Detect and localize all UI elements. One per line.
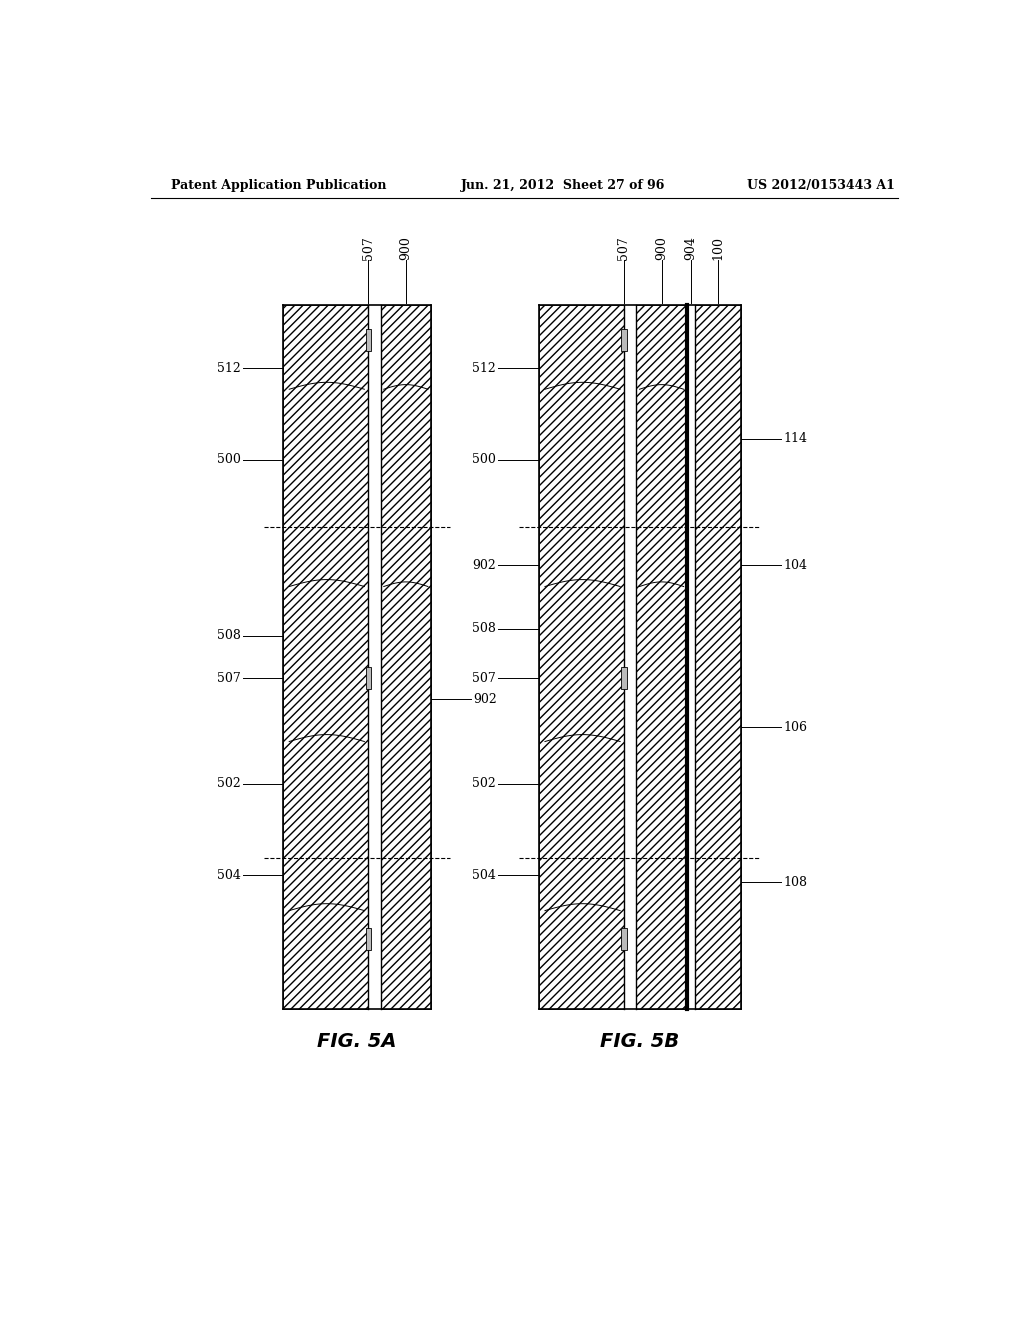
- Text: 902: 902: [474, 693, 498, 706]
- Bar: [622, 329, 627, 351]
- Text: 507: 507: [361, 236, 375, 260]
- Text: 500: 500: [472, 453, 496, 466]
- Text: 508: 508: [216, 630, 241, 643]
- Text: 504: 504: [472, 869, 496, 882]
- Bar: [622, 668, 627, 689]
- Text: 900: 900: [399, 236, 413, 260]
- Text: 507: 507: [617, 236, 631, 260]
- Bar: [694, 305, 741, 1010]
- Text: 100: 100: [712, 236, 724, 260]
- Bar: [283, 305, 369, 1010]
- Text: 902: 902: [472, 558, 496, 572]
- Text: 106: 106: [783, 721, 808, 734]
- Bar: [381, 305, 431, 1010]
- Bar: [366, 329, 371, 351]
- Text: 512: 512: [217, 362, 241, 375]
- Text: 108: 108: [783, 876, 808, 888]
- Bar: [622, 928, 627, 949]
- Bar: [366, 928, 371, 949]
- Text: 504: 504: [216, 869, 241, 882]
- Text: 512: 512: [472, 362, 496, 375]
- Text: 507: 507: [217, 672, 241, 685]
- Bar: [539, 305, 624, 1010]
- Text: Jun. 21, 2012  Sheet 27 of 96: Jun. 21, 2012 Sheet 27 of 96: [461, 178, 666, 191]
- Bar: [366, 668, 371, 689]
- Bar: [636, 305, 687, 1010]
- Text: 500: 500: [216, 453, 241, 466]
- Text: 508: 508: [472, 622, 496, 635]
- Text: 104: 104: [783, 558, 808, 572]
- Text: 502: 502: [217, 777, 241, 791]
- Text: 114: 114: [783, 432, 808, 445]
- Text: FIG. 5A: FIG. 5A: [317, 1032, 396, 1051]
- Text: 904: 904: [684, 236, 697, 260]
- Text: 507: 507: [472, 672, 496, 685]
- Text: 502: 502: [472, 777, 496, 791]
- Text: FIG. 5B: FIG. 5B: [600, 1032, 680, 1051]
- Text: 900: 900: [655, 236, 668, 260]
- Text: Patent Application Publication: Patent Application Publication: [171, 178, 386, 191]
- Text: US 2012/0153443 A1: US 2012/0153443 A1: [748, 178, 895, 191]
